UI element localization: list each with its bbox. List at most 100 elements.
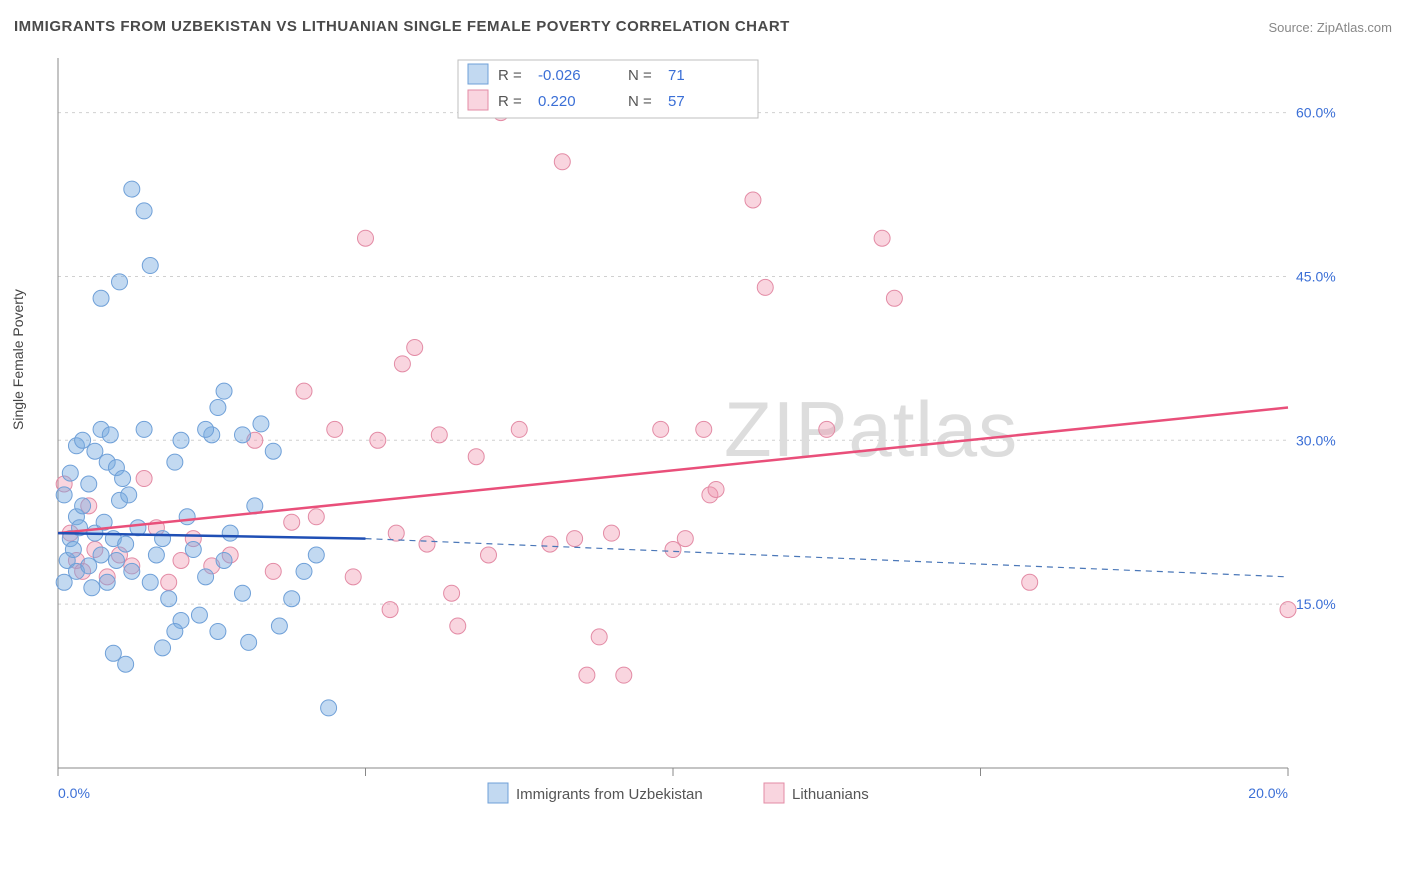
data-point: [382, 602, 398, 618]
data-point: [167, 454, 183, 470]
source-label: Source: ZipAtlas.com: [1268, 20, 1392, 35]
data-point: [81, 558, 97, 574]
data-point: [167, 623, 183, 639]
data-point: [450, 618, 466, 634]
data-point: [102, 427, 118, 443]
data-point: [235, 585, 251, 601]
data-point: [179, 509, 195, 525]
data-point: [148, 547, 164, 563]
trendline-series1-solid: [58, 533, 366, 538]
data-point: [696, 421, 712, 437]
plot-area: 15.0%30.0%45.0%60.0%0.0%20.0%ZIPatlasR =…: [48, 48, 1348, 818]
legend-swatch: [468, 64, 488, 84]
legend-n-value: 71: [668, 67, 685, 84]
data-point: [75, 432, 91, 448]
data-point: [115, 471, 131, 487]
data-point: [308, 547, 324, 563]
data-point: [271, 618, 287, 634]
data-point: [358, 230, 374, 246]
data-point: [431, 427, 447, 443]
data-point: [757, 279, 773, 295]
legend-n-label: N =: [628, 93, 652, 110]
data-point: [198, 421, 214, 437]
data-point: [191, 607, 207, 623]
y-axis-label: Single Female Poverty: [10, 289, 26, 430]
data-point: [604, 525, 620, 541]
data-point: [142, 258, 158, 274]
data-point: [511, 421, 527, 437]
data-point: [173, 432, 189, 448]
data-point: [616, 667, 632, 683]
data-point: [198, 569, 214, 585]
data-point: [84, 580, 100, 596]
data-point: [56, 487, 72, 503]
legend-r-label: R =: [498, 67, 522, 84]
data-point: [296, 563, 312, 579]
data-point: [579, 667, 595, 683]
data-point: [216, 552, 232, 568]
data-point: [394, 356, 410, 372]
y-tick-label: 60.0%: [1296, 105, 1336, 121]
data-point: [388, 525, 404, 541]
data-point: [124, 563, 140, 579]
data-point: [444, 585, 460, 601]
data-point: [253, 416, 269, 432]
chart-title: IMMIGRANTS FROM UZBEKISTAN VS LITHUANIAN…: [14, 18, 790, 35]
source-name: ZipAtlas.com: [1317, 20, 1392, 35]
data-point: [1280, 602, 1296, 618]
data-point: [819, 421, 835, 437]
data-point: [265, 443, 281, 459]
data-point: [591, 629, 607, 645]
data-point: [87, 443, 103, 459]
chart-container: IMMIGRANTS FROM UZBEKISTAN VS LITHUANIAN…: [0, 0, 1406, 892]
data-point: [222, 525, 238, 541]
data-point: [1022, 574, 1038, 590]
data-point: [407, 339, 423, 355]
scatter-svg: 15.0%30.0%45.0%60.0%0.0%20.0%ZIPatlasR =…: [48, 48, 1348, 818]
data-point: [93, 290, 109, 306]
data-point: [665, 542, 681, 558]
data-point: [136, 471, 152, 487]
data-point: [567, 531, 583, 547]
data-point: [121, 487, 137, 503]
data-point: [124, 181, 140, 197]
legend-r-value: 0.220: [538, 93, 576, 110]
data-point: [62, 465, 78, 481]
data-point: [327, 421, 343, 437]
data-point: [136, 421, 152, 437]
data-point: [284, 514, 300, 530]
data-point: [481, 547, 497, 563]
data-point: [210, 623, 226, 639]
data-point: [155, 640, 171, 656]
data-point: [265, 563, 281, 579]
data-point: [708, 481, 724, 497]
data-point: [185, 542, 201, 558]
data-point: [308, 509, 324, 525]
data-point: [161, 591, 177, 607]
data-point: [370, 432, 386, 448]
data-point: [284, 591, 300, 607]
data-point: [93, 547, 109, 563]
data-point: [216, 383, 232, 399]
data-point: [118, 656, 134, 672]
data-point: [745, 192, 761, 208]
legend-n-value: 57: [668, 93, 685, 110]
data-point: [161, 574, 177, 590]
legend-bottom-label: Lithuanians: [792, 786, 869, 803]
trendline-series1-dash: [366, 539, 1289, 577]
data-point: [677, 531, 693, 547]
data-point: [241, 634, 257, 650]
y-tick-label: 30.0%: [1296, 432, 1336, 448]
x-tick-label: 20.0%: [1248, 785, 1288, 801]
source-prefix: Source:: [1268, 20, 1316, 35]
legend-bottom-swatch: [764, 783, 784, 803]
data-point: [235, 427, 251, 443]
data-point: [653, 421, 669, 437]
data-point: [419, 536, 435, 552]
legend-swatch: [468, 90, 488, 110]
y-tick-label: 45.0%: [1296, 268, 1336, 284]
data-point: [112, 274, 128, 290]
data-point: [75, 498, 91, 514]
data-point: [554, 154, 570, 170]
legend-r-value: -0.026: [538, 67, 581, 84]
